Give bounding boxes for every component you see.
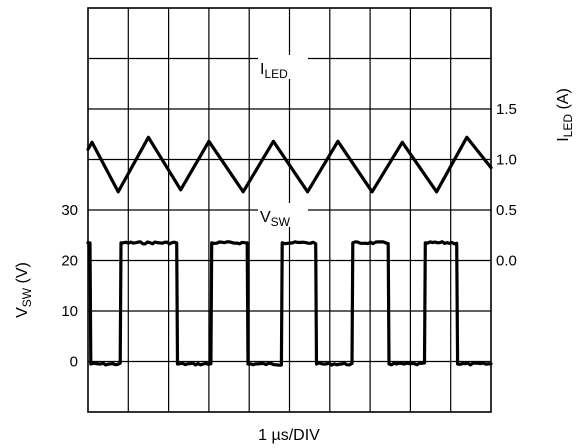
left-axis-tick-label: 30 xyxy=(61,202,78,219)
left-axis-ticks: 30 20 10 0 xyxy=(61,202,78,371)
svg-text:ILED: ILED xyxy=(260,61,288,81)
annotation-vsw: VSW xyxy=(258,203,308,229)
series-vsw-line xyxy=(86,240,493,367)
right-axis-title: ILED (A) xyxy=(555,88,575,142)
left-axis-tick-label: 0 xyxy=(70,354,78,371)
annotation-iled: ILED xyxy=(258,55,308,81)
left-axis-tick-label: 20 xyxy=(61,253,78,270)
right-axis-tick-label: 0.0 xyxy=(496,253,517,270)
right-axis-tick-label: 1.0 xyxy=(496,152,517,169)
left-axis-title: VSW (V) xyxy=(14,262,34,318)
series-iled-line xyxy=(86,135,493,194)
right-axis-tick-label: 0.5 xyxy=(496,202,517,219)
plot-frame xyxy=(87,7,492,413)
svg-text:VSW: VSW xyxy=(260,209,291,229)
x-axis-title: 1 µs/DIV xyxy=(258,427,320,444)
right-axis-ticks: 1.5 1.0 0.5 0.0 xyxy=(496,101,517,270)
right-axis-tick-label: 1.5 xyxy=(496,101,517,118)
left-axis-tick-label: 10 xyxy=(61,303,78,320)
svg-text:ILED (A): ILED (A) xyxy=(555,88,575,142)
svg-text:VSW (V): VSW (V) xyxy=(14,262,34,318)
